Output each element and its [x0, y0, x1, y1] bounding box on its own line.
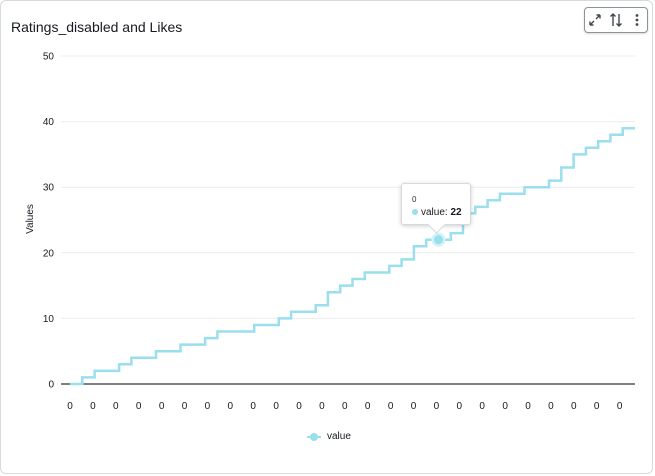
x-tick-label: 0: [434, 401, 440, 412]
x-tick-label: 0: [136, 401, 142, 412]
tooltip-series-label: value: [421, 207, 445, 218]
highlighted-point: [431, 232, 446, 247]
x-axis-ticks: 0 0 0 0 0 0 0 0 0 0 0 0 0 0 0 0 0 0 0 0 0 0 0 0 0: [67, 401, 623, 412]
x-tick-label: 0: [296, 401, 302, 412]
x-tick-label: 0: [250, 401, 256, 412]
x-tick-label: 0: [67, 401, 73, 412]
x-tick-label: 0: [571, 401, 577, 412]
y-tick-label: 20: [43, 248, 55, 259]
tooltip-value: 22: [450, 207, 462, 218]
x-tick-label: 0: [342, 401, 348, 412]
y-tick-label: 50: [43, 52, 55, 63]
sort-arrows-icon[interactable]: [608, 12, 624, 28]
more-vertical-icon[interactable]: [629, 12, 645, 28]
x-tick-label: 0: [525, 401, 531, 412]
gridlines: [61, 55, 635, 319]
y-tick-label: 10: [43, 314, 55, 325]
tooltip-series-swatch: [412, 209, 418, 216]
chart-toolbar: [584, 7, 648, 33]
series-line-value: [70, 126, 635, 386]
legend-label: value: [327, 431, 351, 442]
expand-arrows-icon[interactable]: [587, 12, 603, 28]
x-tick-label: 0: [159, 401, 165, 412]
legend-swatch-value: [307, 432, 321, 441]
y-axis-ticks: 0 10 20 30 40 50: [43, 52, 55, 391]
x-tick-label: 0: [228, 401, 234, 412]
y-axis-label: Values: [25, 204, 36, 234]
x-tick-label: 0: [182, 401, 188, 412]
y-tick-label: 40: [43, 117, 55, 128]
x-tick-label: 0: [319, 401, 325, 412]
x-tick-label: 0: [113, 401, 119, 412]
x-tick-label: 0: [205, 401, 211, 412]
tooltip-category: 0: [412, 195, 417, 204]
tooltip-row: value: 22: [412, 207, 462, 218]
chart-legend[interactable]: value: [307, 431, 351, 442]
x-tick-label: 0: [594, 401, 600, 412]
x-tick-label: 0: [365, 401, 371, 412]
x-tick-label: 0: [273, 401, 279, 412]
x-tick-label: 0: [388, 401, 394, 412]
highlight-dot[interactable]: [433, 235, 443, 245]
x-tick-label: 0: [457, 401, 463, 412]
x-tick-label: 0: [479, 401, 485, 412]
x-tick-label: 0: [502, 401, 508, 412]
y-tick-label: 0: [48, 380, 54, 391]
x-tick-label: 0: [90, 401, 96, 412]
x-tick-label: 0: [548, 401, 554, 412]
chart-title: Ratings_disabled and Likes: [11, 19, 183, 35]
data-tooltip: 0 value: 22: [401, 183, 471, 225]
x-tick-label: 0: [617, 401, 623, 412]
y-tick-label: 30: [43, 183, 55, 194]
x-tick-label: 0: [411, 401, 417, 412]
